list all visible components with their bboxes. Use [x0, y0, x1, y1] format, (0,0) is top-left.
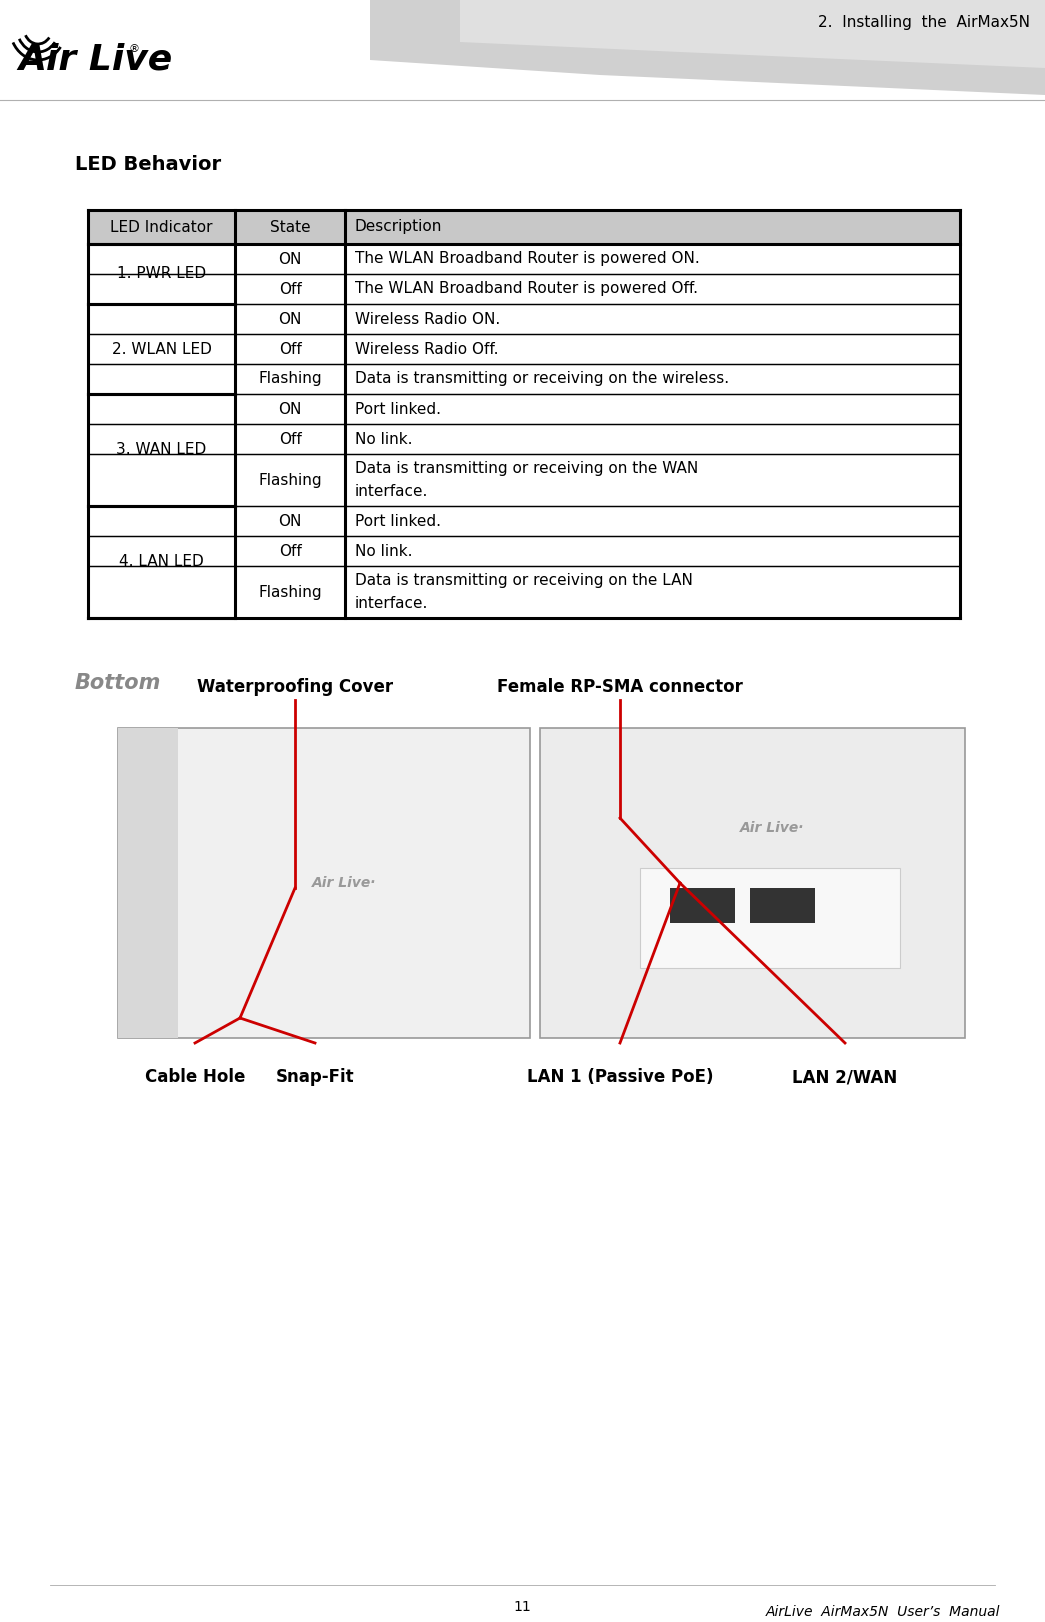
Text: Off: Off	[279, 543, 301, 558]
Text: No link.: No link.	[355, 431, 413, 446]
Text: ON: ON	[278, 402, 302, 417]
Text: Bottom: Bottom	[75, 673, 161, 693]
Bar	[640, 868, 900, 968]
Bar	[540, 728, 965, 1038]
Text: The WLAN Broadband Router is powered ON.: The WLAN Broadband Router is powered ON.	[355, 251, 700, 266]
Bar	[118, 728, 178, 1038]
Text: 11: 11	[513, 1599, 531, 1614]
Bar	[670, 887, 735, 923]
Text: ®: ®	[127, 44, 139, 54]
Text: Flashing: Flashing	[258, 371, 322, 386]
Polygon shape	[370, 0, 1045, 96]
Text: Off: Off	[279, 342, 301, 357]
Text: State: State	[270, 219, 310, 235]
Text: AirLive  AirMax5N  User’s  Manual: AirLive AirMax5N User’s Manual	[766, 1606, 1000, 1619]
Text: Port linked.: Port linked.	[355, 514, 441, 529]
Bar	[88, 274, 960, 303]
Text: ON: ON	[278, 514, 302, 529]
Text: 2. WLAN LED: 2. WLAN LED	[112, 342, 211, 357]
Text: Wireless Radio ON.: Wireless Radio ON.	[355, 311, 501, 326]
Text: Off: Off	[279, 431, 301, 446]
Bar	[88, 303, 960, 334]
Text: Air Live: Air Live	[18, 42, 172, 76]
Bar	[88, 334, 960, 363]
Text: LAN 1 (Passive PoE): LAN 1 (Passive PoE)	[527, 1067, 714, 1087]
Text: Female RP-SMA connector: Female RP-SMA connector	[497, 678, 743, 696]
Text: Off: Off	[279, 282, 301, 297]
Bar	[88, 209, 960, 243]
Text: Wireless Radio Off.: Wireless Radio Off.	[355, 342, 498, 357]
Text: LED Indicator: LED Indicator	[111, 219, 213, 235]
Bar	[88, 566, 960, 618]
Bar	[88, 243, 960, 274]
Bar	[750, 887, 815, 923]
Text: Waterproofing Cover: Waterproofing Cover	[196, 678, 393, 696]
Text: 4. LAN LED: 4. LAN LED	[119, 555, 204, 569]
Bar	[88, 535, 960, 566]
Text: ON: ON	[278, 311, 302, 326]
Bar	[88, 506, 960, 535]
Text: 3. WAN LED: 3. WAN LED	[116, 443, 207, 457]
Bar	[88, 454, 960, 506]
Bar	[88, 363, 960, 394]
Text: Data is transmitting or receiving on the WAN: Data is transmitting or receiving on the…	[355, 461, 698, 477]
Text: Air Live·: Air Live·	[311, 876, 376, 890]
Text: Snap-Fit: Snap-Fit	[276, 1067, 354, 1087]
Text: interface.: interface.	[355, 483, 428, 500]
Text: 2.  Installing  the  AirMax5N: 2. Installing the AirMax5N	[818, 15, 1030, 29]
Polygon shape	[460, 0, 1045, 68]
Text: Port linked.: Port linked.	[355, 402, 441, 417]
Bar	[88, 423, 960, 454]
Text: Cable Hole: Cable Hole	[145, 1067, 246, 1087]
Text: 1. PWR LED: 1. PWR LED	[117, 266, 206, 282]
Text: ON: ON	[278, 251, 302, 266]
Text: Flashing: Flashing	[258, 472, 322, 488]
Text: Description: Description	[355, 219, 442, 235]
Text: LED Behavior: LED Behavior	[75, 156, 222, 174]
Text: interface.: interface.	[355, 595, 428, 611]
Text: Data is transmitting or receiving on the LAN: Data is transmitting or receiving on the…	[355, 573, 693, 589]
Text: LAN 2/WAN: LAN 2/WAN	[792, 1067, 898, 1087]
Bar	[88, 394, 960, 423]
Text: Air Live·: Air Live·	[740, 821, 805, 835]
Text: No link.: No link.	[355, 543, 413, 558]
Text: Flashing: Flashing	[258, 584, 322, 600]
Bar	[118, 728, 530, 1038]
Text: Data is transmitting or receiving on the wireless.: Data is transmitting or receiving on the…	[355, 371, 729, 386]
Text: The WLAN Broadband Router is powered Off.: The WLAN Broadband Router is powered Off…	[355, 282, 698, 297]
